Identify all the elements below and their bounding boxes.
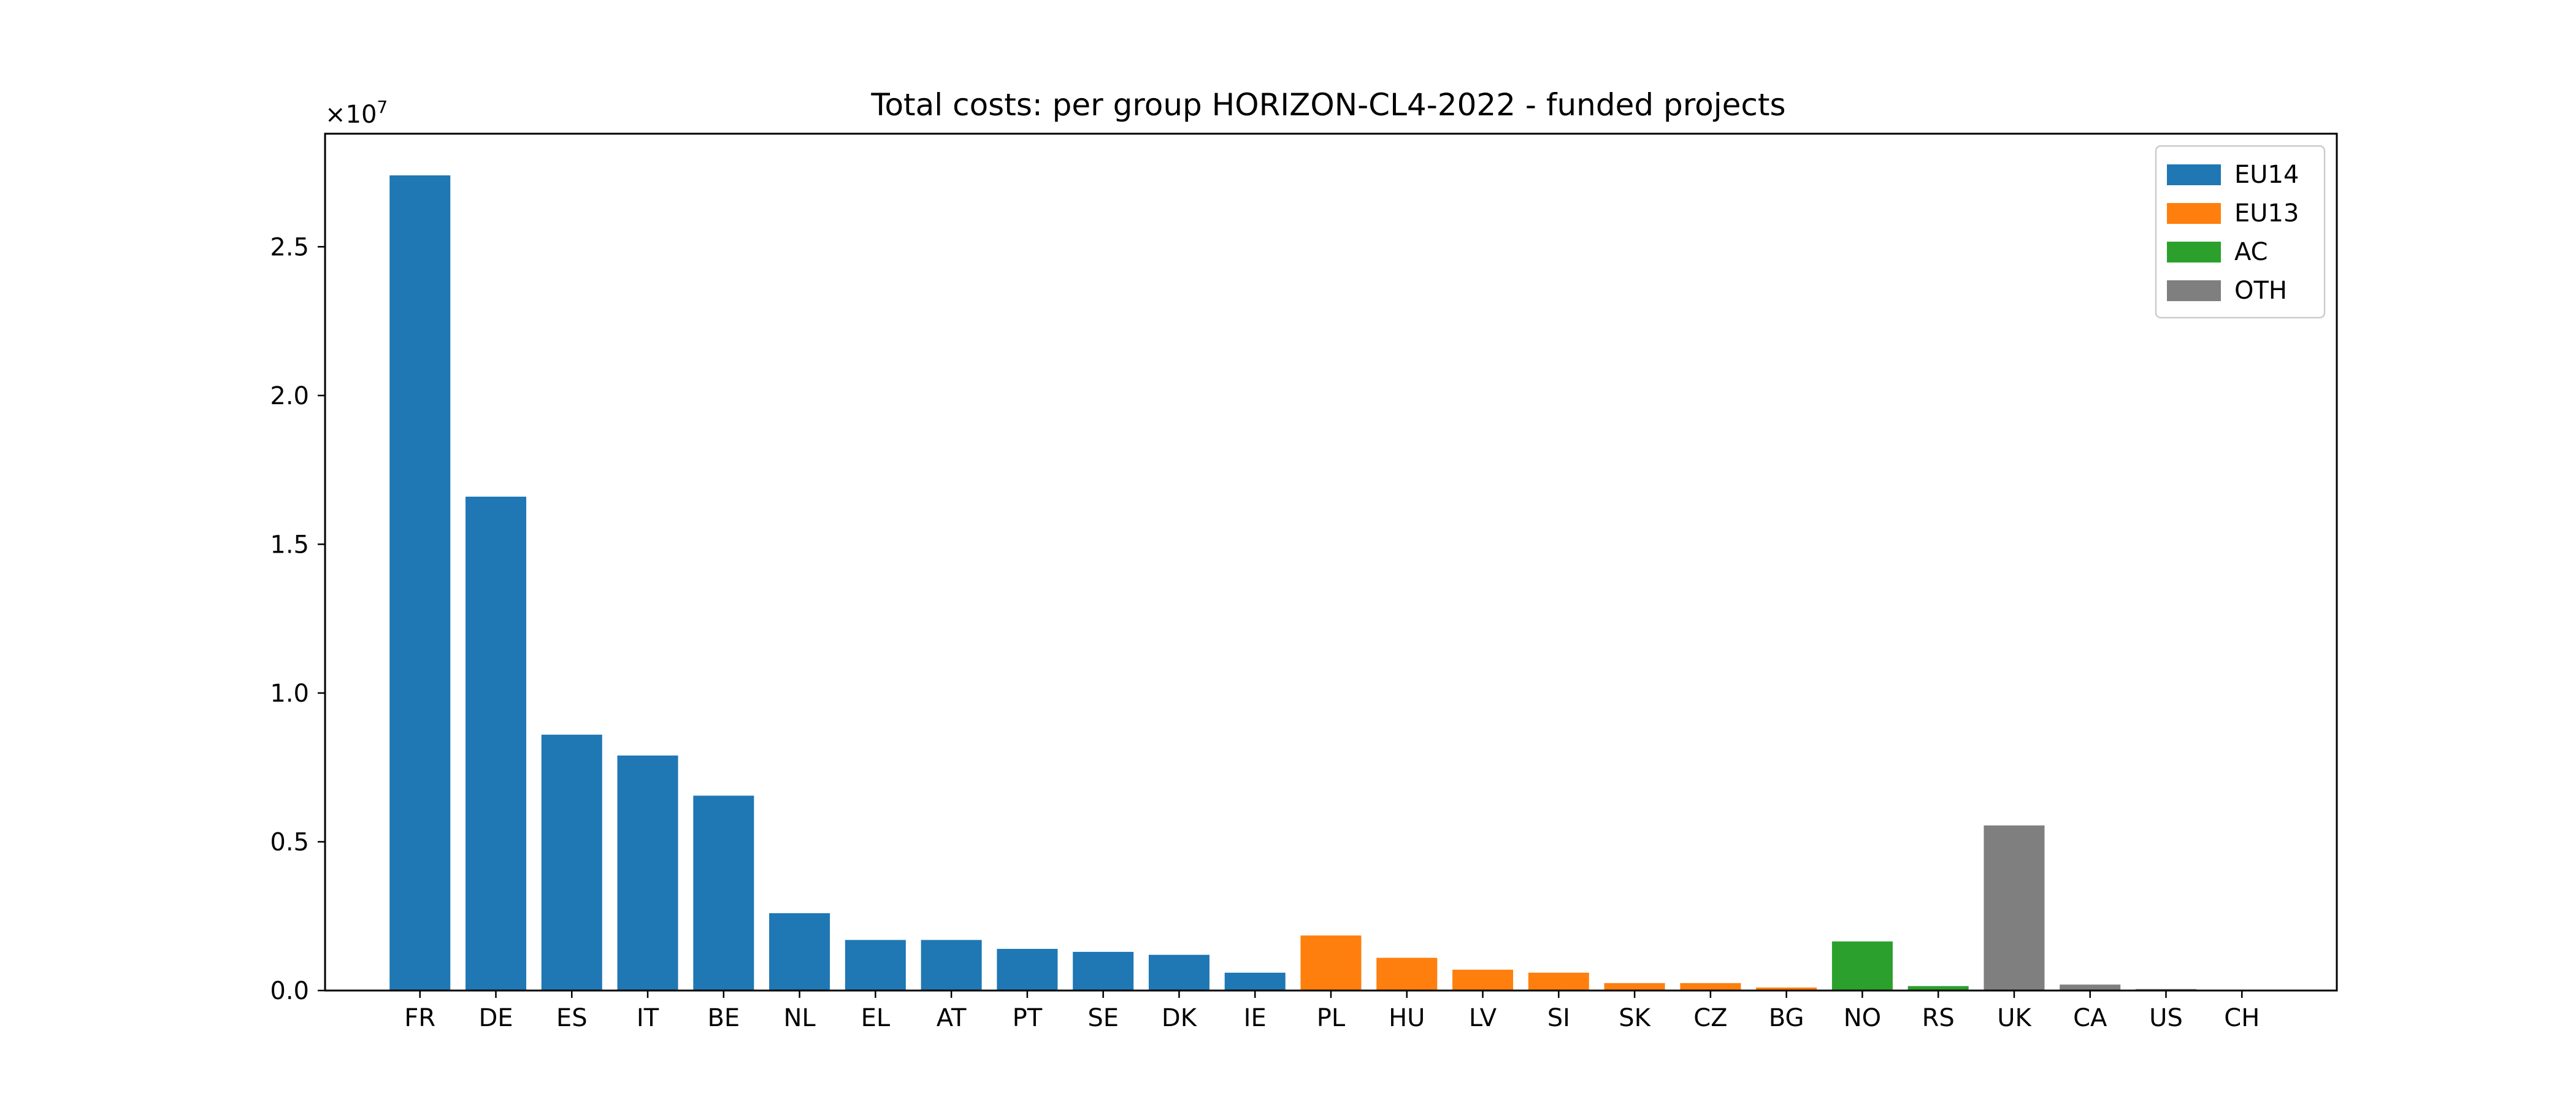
bar-be [693, 795, 754, 991]
bar-hu [1376, 957, 1438, 991]
x-tick-label-us: US [2149, 1004, 2183, 1032]
x-tick-label-pl: PL [1317, 1004, 1346, 1032]
y-tick-label: 0.0 [270, 977, 309, 1005]
x-tick-label-be: BE [707, 1004, 740, 1032]
x-tick-label-pt: PT [1013, 1004, 1043, 1032]
x-tick-label-sk: SK [1619, 1004, 1651, 1032]
y-tick-label: 2.5 [270, 233, 309, 261]
x-tick-label-bg: BG [1769, 1004, 1804, 1032]
bar-se [1073, 951, 1134, 991]
bar-es [541, 734, 602, 991]
legend-box [2155, 145, 2326, 319]
bars-layer [389, 175, 2272, 991]
bar-de [465, 496, 526, 991]
bar-rs [1907, 986, 1969, 991]
x-tick-label-rs: RS [1922, 1004, 1955, 1032]
bar-lv [1452, 970, 1514, 991]
chart-title: Total costs: per group HORIZON-CL4-2022 … [870, 87, 1785, 123]
legend-label-eu13: EU13 [2234, 199, 2299, 228]
x-tick-label-ch: CH [2224, 1004, 2260, 1032]
x-tick-label-hu: HU [1389, 1004, 1425, 1032]
legend-swatch-oth [2167, 280, 2221, 301]
legend-swatch-eu13 [2167, 203, 2221, 224]
y-tick-label: 2.0 [270, 382, 309, 410]
x-tick-label-ca: CA [2073, 1004, 2107, 1032]
x-tick-label-se: SE [1087, 1004, 1119, 1032]
legend: EU14 EU13 AC OTH [2155, 145, 2326, 319]
bar-bg [1756, 987, 1817, 991]
x-tick-label-dk: DK [1162, 1004, 1198, 1032]
bar-no [1831, 941, 1893, 991]
y-axis: 0.0 0.5 1.0 1.5 2.0 2.5 [270, 233, 325, 1005]
plot-frame [324, 132, 2338, 992]
bar-pt [997, 949, 1058, 991]
x-tick-label-nl: NL [783, 1004, 816, 1032]
x-tick-label-fr: FR [404, 1004, 435, 1032]
x-axis: FR DE ES IT BE NL EL AT PT SE DK IE PL HU LV SI SK CZ BG NO… [404, 991, 2260, 1032]
bar-at [921, 940, 982, 991]
y-tick-label: 1.5 [270, 531, 309, 559]
x-tick-label-ie: IE [1244, 1004, 1267, 1032]
x-tick-label-si: SI [1547, 1004, 1570, 1032]
bar-si [1528, 972, 1589, 991]
y-axis-offset-text: ×107 [325, 97, 388, 129]
bar-it [617, 755, 678, 991]
x-tick-label-at: AT [937, 1004, 967, 1032]
legend-label-eu14: EU14 [2234, 161, 2299, 189]
bar-sk [1604, 983, 1665, 991]
bar-dk [1148, 954, 1209, 991]
x-tick-label-de: DE [478, 1004, 513, 1032]
bar-cz [1680, 983, 1741, 991]
y-axis-offset-base: ×10 [325, 101, 377, 129]
bar-nl [769, 913, 830, 991]
x-tick-label-uk: UK [1997, 1004, 2032, 1032]
legend-swatch-eu14 [2167, 164, 2221, 185]
x-tick-label-lv: LV [1469, 1004, 1497, 1032]
bar-fr [389, 175, 451, 991]
bar-ie [1224, 972, 1286, 991]
bar-uk [1984, 825, 2045, 991]
legend-swatch-ac [2167, 242, 2221, 263]
y-tick-label: 1.0 [270, 680, 309, 708]
x-tick-label-el: EL [861, 1004, 891, 1032]
legend-label-oth: OTH [2234, 277, 2287, 305]
bar-pl [1300, 935, 1362, 991]
y-axis-offset-exponent: 7 [377, 97, 388, 117]
bar-el [845, 940, 906, 991]
x-tick-label-it: IT [637, 1004, 659, 1032]
x-tick-label-es: ES [556, 1004, 588, 1032]
y-tick-label: 0.5 [270, 828, 309, 856]
x-tick-label-cz: CZ [1693, 1004, 1727, 1032]
bar-ca [2060, 984, 2121, 991]
legend-label-ac: AC [2234, 238, 2268, 266]
x-tick-label-no: NO [1844, 1004, 1881, 1032]
